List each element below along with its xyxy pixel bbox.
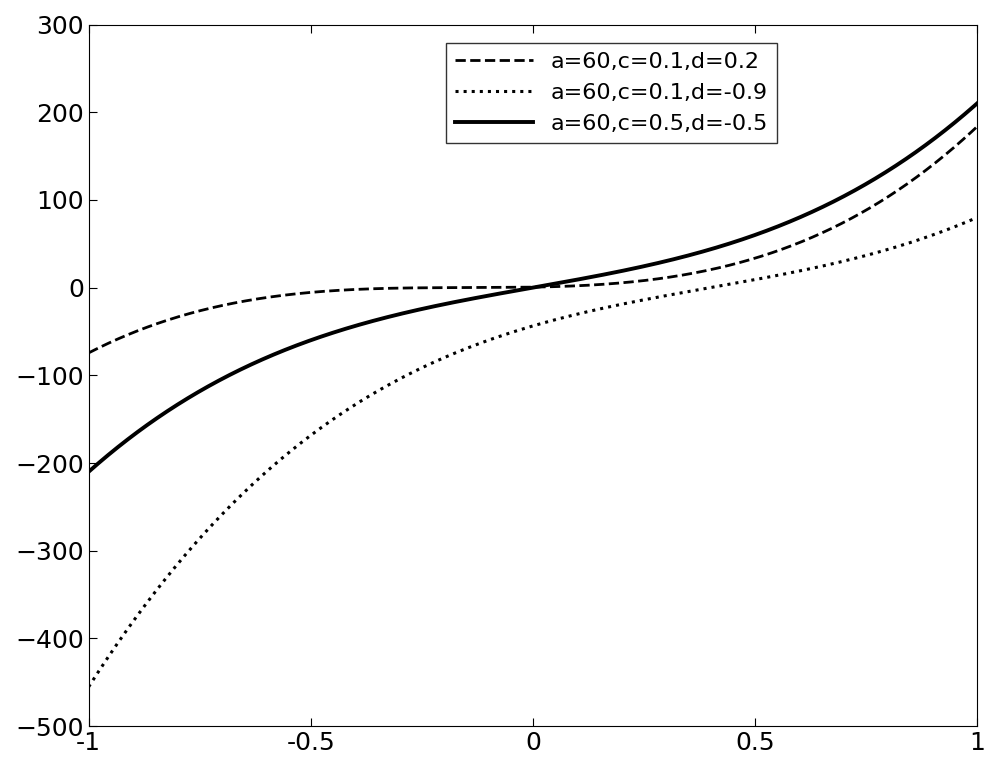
a=60,c=0.1,d=-0.9: [945, 223, 957, 233]
a=60,c=0.5,d=-0.5: [782, 218, 794, 227]
a=60,c=0.5,d=-0.5: [128, 430, 140, 440]
a=60,c=0.5,d=-0.5: [515, 285, 527, 294]
a=60,c=0.1,d=0.2: [83, 348, 95, 357]
Line: a=60,c=0.1,d=0.2: a=60,c=0.1,d=0.2: [89, 126, 977, 353]
a=60,c=0.1,d=0.2: [515, 283, 527, 292]
Legend: a=60,c=0.1,d=0.2, a=60,c=0.1,d=-0.9, a=60,c=0.5,d=-0.5: a=60,c=0.1,d=0.2, a=60,c=0.1,d=-0.9, a=6…: [446, 42, 777, 142]
a=60,c=0.1,d=-0.9: [945, 223, 957, 233]
Line: a=60,c=0.5,d=-0.5: a=60,c=0.5,d=-0.5: [89, 103, 977, 472]
a=60,c=0.1,d=-0.9: [491, 333, 503, 342]
a=60,c=0.1,d=0.2: [945, 146, 957, 155]
a=60,c=0.1,d=0.2: [491, 283, 503, 292]
a=60,c=0.5,d=-0.5: [971, 99, 983, 108]
a=60,c=0.1,d=0.2: [945, 145, 957, 154]
a=60,c=0.1,d=0.2: [971, 122, 983, 131]
a=60,c=0.5,d=-0.5: [491, 290, 503, 299]
a=60,c=0.1,d=0.2: [782, 243, 794, 252]
a=60,c=0.1,d=0.2: [128, 327, 140, 336]
a=60,c=0.1,d=-0.9: [971, 213, 983, 222]
a=60,c=0.5,d=-0.5: [83, 467, 95, 477]
a=60,c=0.5,d=-0.5: [945, 121, 957, 130]
a=60,c=0.5,d=-0.5: [945, 121, 957, 130]
Line: a=60,c=0.1,d=-0.9: a=60,c=0.1,d=-0.9: [89, 217, 977, 687]
a=60,c=0.1,d=-0.9: [782, 269, 794, 278]
a=60,c=0.1,d=-0.9: [128, 615, 140, 624]
a=60,c=0.1,d=-0.9: [515, 325, 527, 334]
a=60,c=0.1,d=-0.9: [83, 682, 95, 691]
